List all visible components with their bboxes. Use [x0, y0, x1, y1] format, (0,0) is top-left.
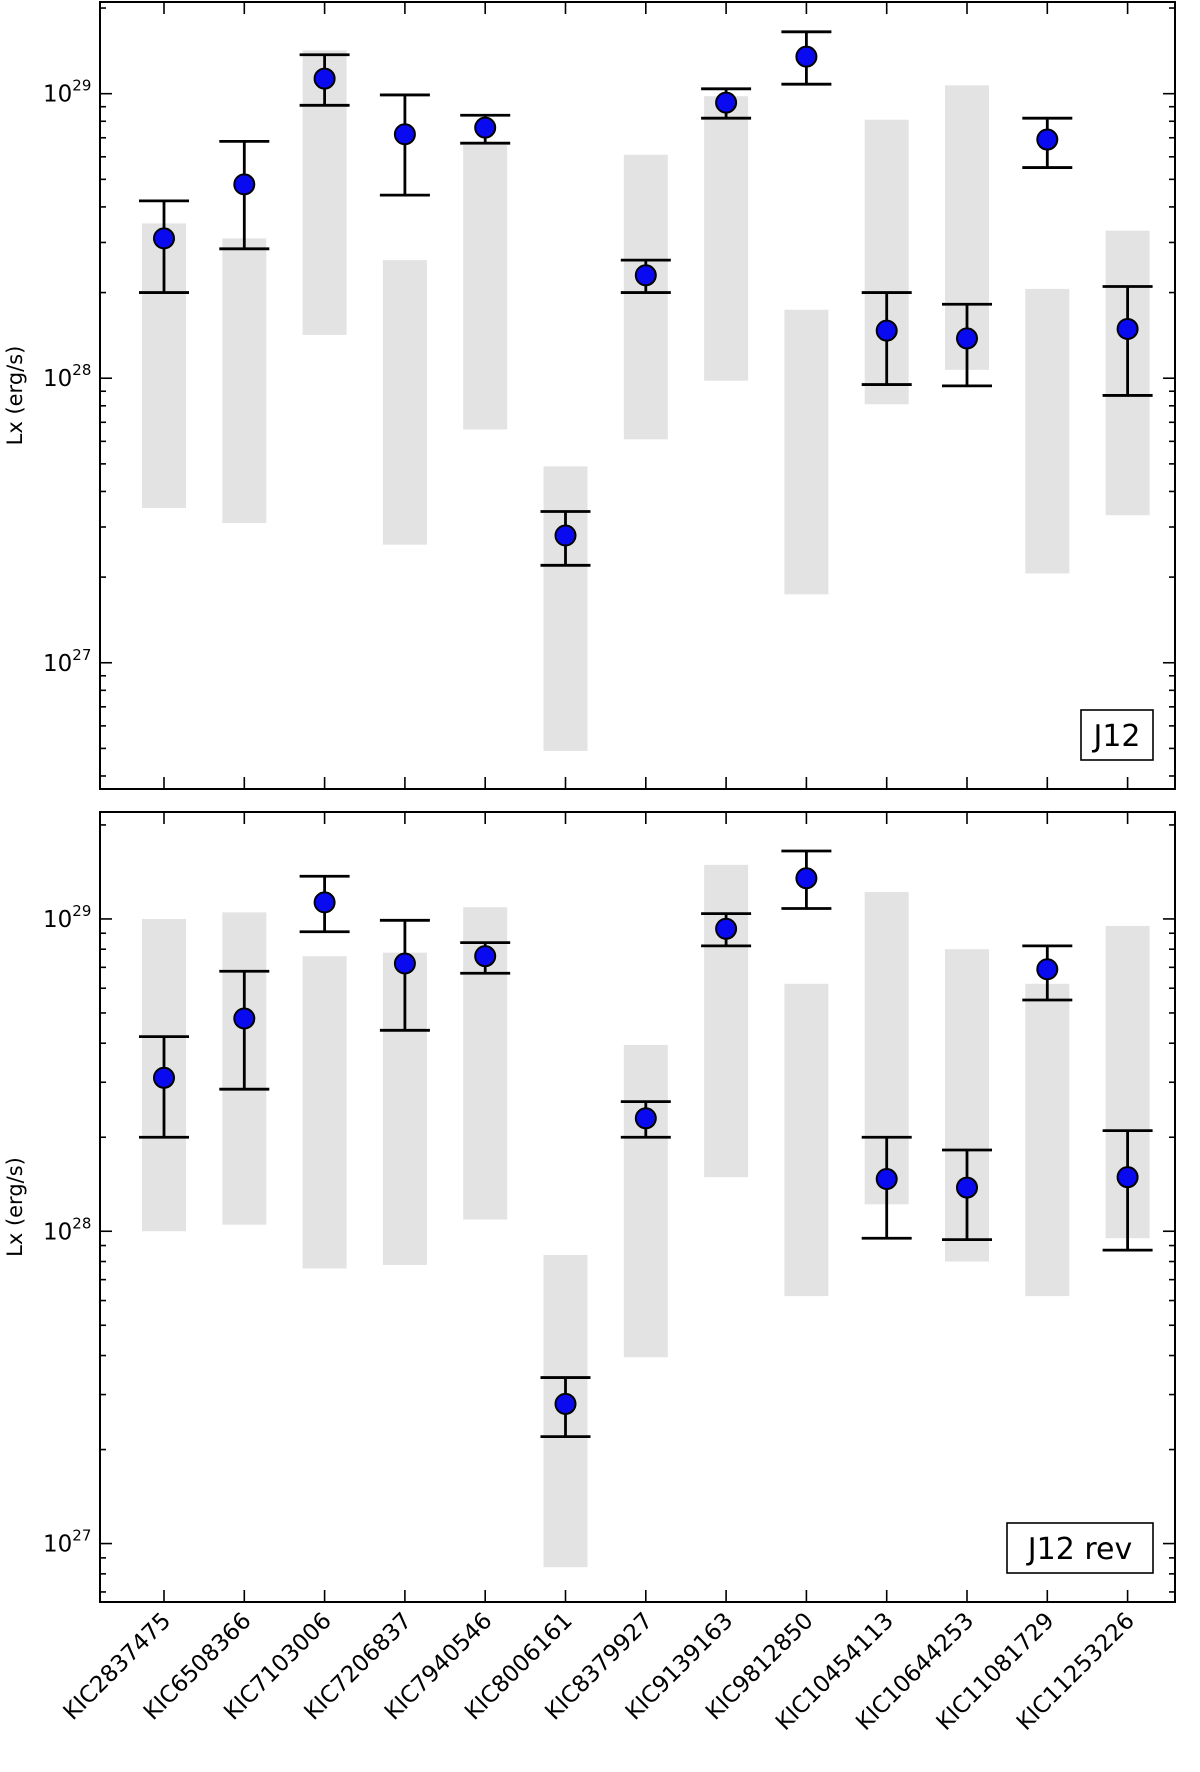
- y-tick-exponent: 27: [72, 1527, 91, 1545]
- data-point: [554, 524, 577, 547]
- model-range-bar: [623, 1044, 668, 1358]
- model-range-bar: [543, 466, 588, 751]
- data-point: [1116, 317, 1139, 340]
- data-point: [474, 116, 497, 139]
- y-tick-exponent: 29: [72, 902, 91, 920]
- data-point: [233, 1007, 256, 1030]
- axes-frame: [99, 811, 1176, 1603]
- y-tick-base: 10: [43, 1532, 72, 1558]
- data-point: [634, 264, 657, 287]
- data-point: [474, 945, 497, 968]
- y-tick-base: 10: [43, 82, 72, 108]
- y-tick-label: 1027: [43, 646, 91, 677]
- data-point: [1036, 128, 1059, 151]
- y-tick-exponent: 27: [72, 646, 91, 664]
- data-point: [233, 173, 256, 196]
- panel-label-box: [1006, 1522, 1154, 1574]
- model-range-bar: [784, 983, 829, 1297]
- data-point: [956, 1176, 978, 1199]
- y-tick-base: 10: [43, 366, 72, 392]
- y-tick-base: 10: [43, 1219, 72, 1245]
- model-range-bar: [704, 96, 749, 381]
- data-point: [875, 319, 898, 342]
- data-point: [634, 1107, 657, 1130]
- data-point: [795, 867, 818, 890]
- data-point: [1116, 1166, 1139, 1189]
- model-range-bar: [704, 864, 749, 1178]
- axes-frame: [99, 1, 1176, 790]
- y-tick-label: 1028: [43, 1214, 91, 1245]
- data-point: [715, 91, 738, 114]
- y-tick-exponent: 29: [72, 77, 91, 95]
- y-tick-label: 1029: [43, 902, 91, 933]
- model-range-bar: [302, 956, 347, 1269]
- y-tick-base: 10: [43, 651, 72, 677]
- y-tick-label: 1028: [43, 361, 91, 392]
- panel-label-box: [1080, 709, 1154, 761]
- model-range-bar: [1025, 983, 1070, 1297]
- data-point: [715, 917, 738, 940]
- y-tick-label: 1029: [43, 77, 91, 108]
- data-point: [956, 327, 978, 350]
- y-tick-label: 1027: [43, 1527, 91, 1558]
- data-point: [1036, 958, 1059, 981]
- model-range-bar: [1025, 288, 1070, 574]
- panel-label: J12: [1091, 719, 1140, 754]
- model-range-bar: [382, 260, 427, 545]
- model-range-bar: [623, 154, 668, 440]
- data-point: [313, 67, 336, 90]
- data-point: [393, 952, 416, 975]
- data-point: [313, 891, 336, 914]
- y-tick-exponent: 28: [72, 1214, 91, 1232]
- y-tick-exponent: 28: [72, 361, 91, 379]
- y-axis-label: Lx (erg/s): [3, 346, 27, 446]
- model-range-bar: [222, 238, 267, 523]
- data-point: [554, 1392, 577, 1415]
- model-range-bar: [463, 145, 508, 430]
- y-tick-base: 10: [43, 907, 72, 933]
- data-point: [153, 227, 175, 250]
- data-point: [153, 1066, 175, 1089]
- y-axis-label: Lx (erg/s): [3, 1157, 27, 1257]
- data-point: [875, 1168, 898, 1191]
- panel-label: J12 rev: [1026, 1532, 1132, 1567]
- x-tick-labels: KIC2837475KIC6508366KIC7103006KIC7206837…: [59, 1608, 1140, 1736]
- model-range-bar: [784, 309, 829, 595]
- data-point: [393, 123, 416, 146]
- data-point: [795, 45, 818, 68]
